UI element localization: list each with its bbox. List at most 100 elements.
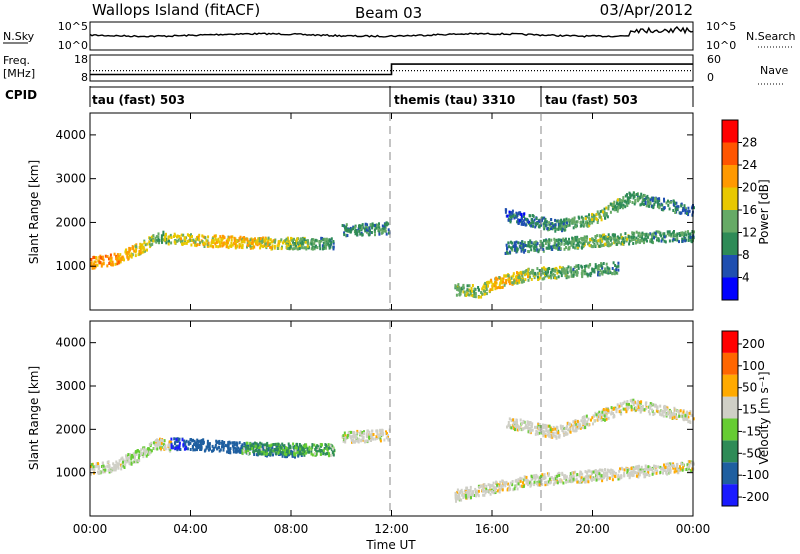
velocity-point <box>371 429 374 433</box>
velocity-point <box>566 432 569 436</box>
power-point <box>152 237 155 241</box>
power-point <box>580 241 583 245</box>
power-point <box>513 216 516 220</box>
power-point <box>618 205 621 209</box>
power-point <box>573 265 576 269</box>
power-point <box>364 224 367 228</box>
power-point <box>578 238 581 241</box>
power-point <box>511 241 514 245</box>
velocity-point <box>325 443 328 447</box>
velocity-point <box>344 440 347 444</box>
velocity-point <box>627 406 630 409</box>
power-point <box>263 238 266 242</box>
power-point <box>608 269 611 273</box>
velocity-point <box>640 409 642 413</box>
power-point <box>510 240 512 244</box>
power-point <box>575 264 578 268</box>
power-point <box>618 198 621 202</box>
velocity-point <box>602 418 605 421</box>
power-point <box>643 194 646 197</box>
velocity-point <box>554 480 557 484</box>
power-point <box>504 274 507 278</box>
velocity-point <box>237 446 240 450</box>
velocity-point <box>319 452 322 456</box>
power-point <box>560 242 563 246</box>
power-point <box>531 268 534 272</box>
velocity-point <box>580 419 583 423</box>
velocity-point <box>559 478 562 482</box>
velocity-point <box>524 426 527 430</box>
velocity-point <box>554 475 557 479</box>
velocity-point <box>584 425 586 429</box>
power-point <box>357 227 360 231</box>
power-point <box>547 267 550 271</box>
power-point <box>170 236 173 239</box>
velocity-point <box>124 459 127 463</box>
velocity-colorbar-tick: 50 <box>742 381 757 395</box>
power-point <box>536 242 539 246</box>
velocity-point <box>352 432 355 436</box>
velocity-point <box>176 444 179 448</box>
power-point <box>508 280 511 284</box>
power-point <box>491 284 494 288</box>
power-point <box>201 234 204 238</box>
power-point <box>246 238 249 241</box>
power-point <box>207 244 210 248</box>
power-point <box>554 239 557 243</box>
velocity-point <box>580 476 583 480</box>
velocity-point <box>343 431 346 435</box>
velocity-point <box>318 448 321 452</box>
velocity-point <box>365 439 368 443</box>
velocity-point <box>527 428 530 432</box>
power-point <box>626 196 629 200</box>
velocity-point <box>281 442 284 446</box>
velocity-point <box>387 436 389 439</box>
velocity-point <box>516 428 519 432</box>
power-point <box>570 218 573 222</box>
power-point <box>501 279 504 282</box>
power-point <box>255 239 258 243</box>
power-point <box>627 201 630 205</box>
power-point <box>553 276 556 280</box>
velocity-point <box>255 453 258 457</box>
power-point <box>585 223 588 227</box>
power-point <box>684 230 687 234</box>
power-point <box>564 269 567 273</box>
velocity-point <box>632 473 635 477</box>
velocity-point <box>134 460 137 464</box>
velocity-point <box>555 435 558 439</box>
velocity-point <box>167 443 170 447</box>
velocity-point <box>302 444 305 448</box>
velocity-point <box>300 444 303 448</box>
power-point <box>551 222 554 225</box>
power-point <box>90 261 93 265</box>
velocity-point <box>623 471 626 475</box>
power-point <box>324 243 327 247</box>
power-point <box>628 242 631 246</box>
power-point <box>187 239 190 243</box>
power-point <box>606 266 609 270</box>
velocity-point <box>253 453 256 456</box>
velocity-colorbar-tick: 200 <box>742 337 765 351</box>
velocity-point <box>91 467 94 471</box>
velocity-point <box>189 438 192 442</box>
power-point <box>182 233 185 237</box>
power-point <box>113 252 116 256</box>
velocity-point <box>137 456 140 460</box>
power-point <box>163 236 166 239</box>
power-point <box>616 235 619 239</box>
power-point <box>527 241 530 244</box>
power-point <box>139 251 142 255</box>
power-point <box>486 281 489 285</box>
power-point <box>573 239 576 243</box>
power-point <box>284 239 287 243</box>
power-point <box>676 238 679 242</box>
power-point <box>558 270 561 274</box>
velocity-point <box>537 477 540 481</box>
power-point <box>600 264 603 268</box>
power-point <box>358 229 361 233</box>
velocity-point <box>497 484 500 488</box>
power-point <box>318 244 321 248</box>
